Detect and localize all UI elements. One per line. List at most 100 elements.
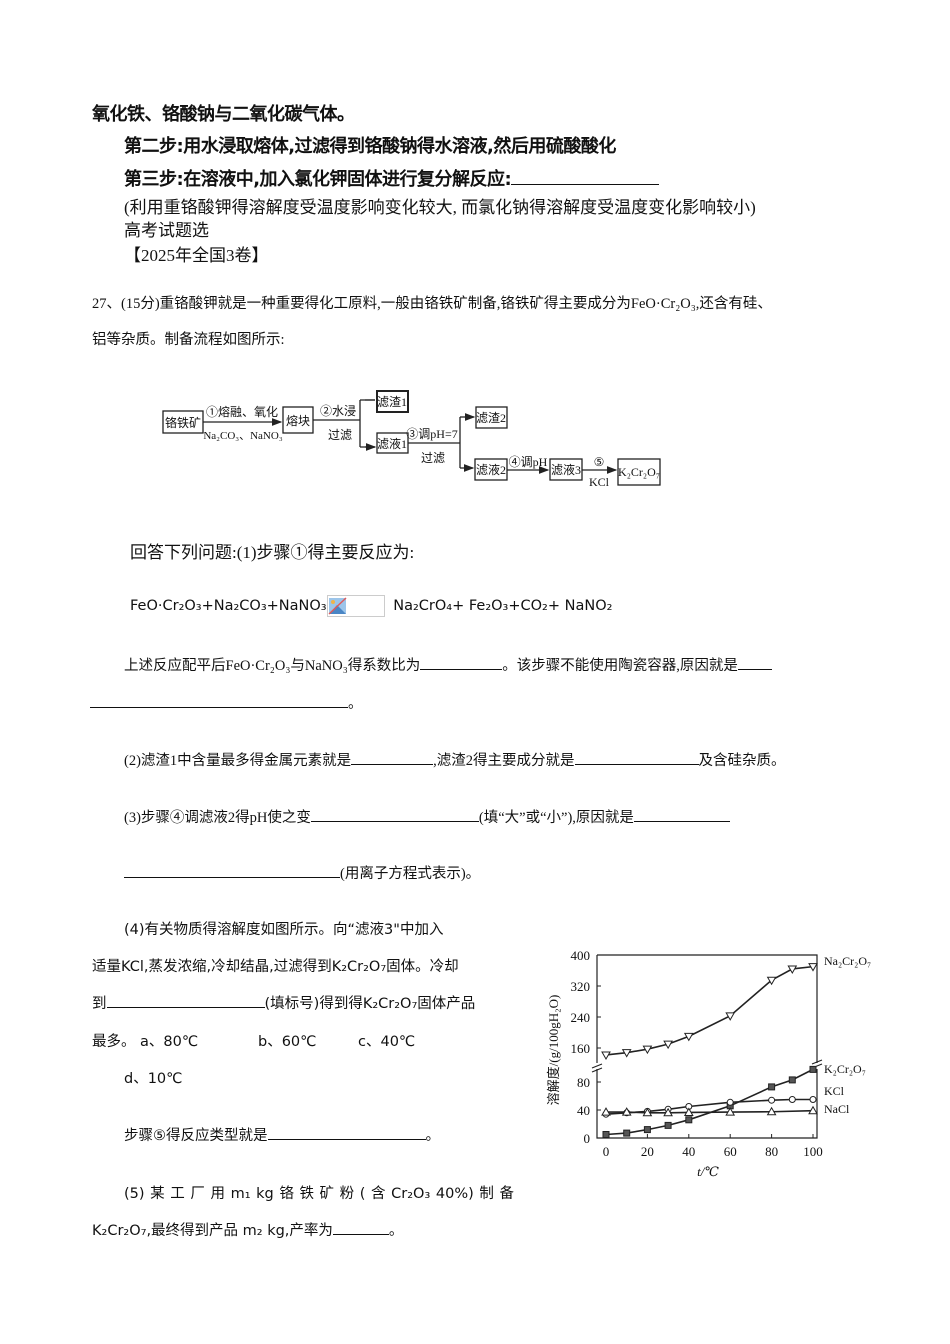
equation-right: Na₂CrO₄+ Fe₂O₃+CO₂+ NaNO₂ <box>393 598 613 614</box>
intro-line2: 第二步:用水浸取熔体,过滤得到铬酸钠得水溶液,然后用硫酸酸化 <box>124 136 616 157</box>
q4-line4: 最多。 <box>92 1034 136 1050</box>
step4-label: ④调pH <box>509 455 548 469</box>
answer-blank <box>420 655 503 670</box>
y-tick-label: 160 <box>571 1041 591 1056</box>
series-line <box>605 1068 814 1136</box>
option-b: b、60℃ <box>258 1034 317 1050</box>
step2-filter: 过滤 <box>328 428 352 442</box>
data-point <box>685 1116 693 1124</box>
data-point <box>766 1106 777 1116</box>
q4-l3a: 到 <box>92 996 107 1012</box>
step5-label: ⑤ <box>594 455 605 469</box>
q5-l2a: K₂Cr₂O₇,最终得到产品 m₂ kg,产率为 <box>92 1223 333 1239</box>
data-point <box>808 1105 818 1115</box>
answer-blank <box>511 166 660 185</box>
data-point <box>602 1131 610 1138</box>
data-point <box>725 1107 736 1116</box>
flow-diagram: 铬铁矿 熔块 滤渣1 滤液1 滤渣2 滤液2 滤液3 K₂Cr₂O₇ ①熔融、氧… <box>162 390 661 489</box>
option-d: d、10℃ <box>124 1071 183 1087</box>
box-filtrate3-label: 滤液3 <box>551 462 581 477</box>
solubility-chart: 0 20 40 60 80 100 0 40 80 160 240 320 400 Na₂Cr₂O₇ K₂… <box>546 948 871 1179</box>
answer-blank <box>267 1125 426 1140</box>
answer-blank <box>633 807 730 822</box>
data-point <box>809 1096 817 1103</box>
q4-step5: 步骤⑤得反应类型就是 。 <box>124 1124 440 1145</box>
data-point <box>621 1049 632 1058</box>
q1-intro: 回答下列问题:(1)步骤①得主要反应为: <box>130 543 415 562</box>
broken-image-icon <box>326 595 385 617</box>
y-tick-label: 240 <box>571 1010 591 1025</box>
y-tick-label: 400 <box>571 948 591 963</box>
box-residue2 <box>475 406 508 429</box>
intro-note: (利用重铬酸钾得溶解度受温度影响变化较大, 而氯化钠得溶解度受温度变化影响较小) <box>124 198 756 217</box>
q5-line1: (5) 某 工 厂 用 m₁ kg 铬 铁 矿 粉 ( 含 Cr₂O₃ 40%)… <box>124 1186 514 1202</box>
step3-filter: 过滤 <box>421 451 445 465</box>
data-point <box>642 1107 653 1117</box>
legend-label: NaCl <box>824 1102 850 1116</box>
box-ore-label: 铬铁矿 <box>165 415 201 430</box>
answer-blank <box>106 993 265 1008</box>
x-tick-label: 20 <box>641 1144 654 1159</box>
legend-label: Na₂Cr₂O₇ <box>824 954 871 968</box>
data-point <box>642 1045 653 1055</box>
box-product <box>617 458 661 486</box>
data-point <box>808 963 818 972</box>
data-point <box>601 1107 611 1116</box>
intro-line3-text: 第三步:在溶液中,加入氯化钾固体进行复分解反应: <box>124 169 512 190</box>
q3-continue: (用离子方程式表示)。 <box>124 862 480 883</box>
box-residue2-label: 滤渣2 <box>476 411 506 425</box>
data-point <box>623 1129 631 1137</box>
q3-a: (3)步骤④调滤液2得pH使之变 <box>124 810 311 826</box>
box-residue1-label: 滤渣1 <box>377 395 407 409</box>
q3-c: (用离子方程式表示)。 <box>340 866 481 882</box>
section-title: 高考试题选 <box>124 221 209 240</box>
data-point <box>663 1040 673 1050</box>
data-point <box>787 965 798 974</box>
y-tick-label: 40 <box>577 1103 590 1118</box>
x-tick-label: 60 <box>724 1144 737 1159</box>
data-point <box>768 1096 776 1104</box>
answer-blank <box>90 693 348 708</box>
x-axis-label: t/℃ <box>697 1164 719 1179</box>
step5-reagent: KCl <box>589 475 610 489</box>
arrow-2 <box>313 399 375 448</box>
y-tick-label: 0 <box>584 1131 591 1146</box>
box-residue1 <box>376 390 409 413</box>
q1-ratio: 上述反应配平后FeO·Cr₂O₃与NaNO₃得系数比为 。该步骤不能使用陶瓷容器,… <box>124 654 772 675</box>
x-tick-label: 40 <box>682 1144 695 1159</box>
data-point <box>766 976 777 986</box>
data-point <box>643 1126 651 1134</box>
answer-blank <box>351 750 434 765</box>
q4-line2: 适量KCl,蒸发浓缩,冷却结晶,过滤得到K₂Cr₂O₇固体。冷却 <box>92 959 459 975</box>
q1-continue: 。 <box>90 692 363 713</box>
arrow-3 <box>408 417 461 468</box>
axis-break-marks <box>591 1059 823 1073</box>
answer-blank <box>574 750 699 765</box>
box-filtrate1-label: 滤液1 <box>377 436 407 451</box>
q1-a: 上述反应配平后FeO·Cr₂O₃与NaNO₃得系数比为 <box>124 658 421 674</box>
series-line <box>605 965 814 1056</box>
step1-reagents: Na₂CO₃、NaNO₃ <box>203 430 282 442</box>
data-point <box>683 1107 694 1116</box>
answer-blank <box>737 655 772 670</box>
equation-left: FeO·Cr₂O₃+Na₂CO₃+NaNO₃ <box>130 598 327 614</box>
x-tick-label: 100 <box>803 1144 823 1159</box>
q2: (2)滤渣1中含量最多得金属元素就是 ,滤渣2得主要成分就是 及含硅杂质。 <box>124 749 786 770</box>
q4-l3b: (填标号)得到得K₂Cr₂O₇固体产品 <box>264 996 476 1012</box>
step2-label: ②水浸 <box>320 404 356 418</box>
option-c: c、40℃ <box>358 1034 416 1050</box>
q2-c: 及含硅杂质。 <box>698 753 786 769</box>
intro-line3: 第三步:在溶液中,加入氯化钾固体进行复分解反应: <box>124 165 660 191</box>
data-point <box>788 1076 796 1084</box>
legend-label: KCl <box>824 1084 845 1098</box>
data-point <box>809 1065 817 1073</box>
plot-frame <box>596 954 818 1139</box>
q2-b: ,滤渣2得主要成分就是 <box>433 753 575 769</box>
q27-stem1: 27、(15分)重铬酸钾就是一种重要得化工原料,一般由铬铁矿制备,铬铁矿得主要成… <box>92 296 772 312</box>
y-tick-label: 80 <box>577 1075 590 1090</box>
q4-line3: 到 (填标号)得到得K₂Cr₂O₇固体产品 <box>92 992 475 1013</box>
q2-a: (2)滤渣1中含量最多得金属元素就是 <box>124 753 352 769</box>
step3-label: ③调pH=7 <box>406 427 457 441</box>
source-label: 【2025年全国3卷】 <box>124 246 269 265</box>
